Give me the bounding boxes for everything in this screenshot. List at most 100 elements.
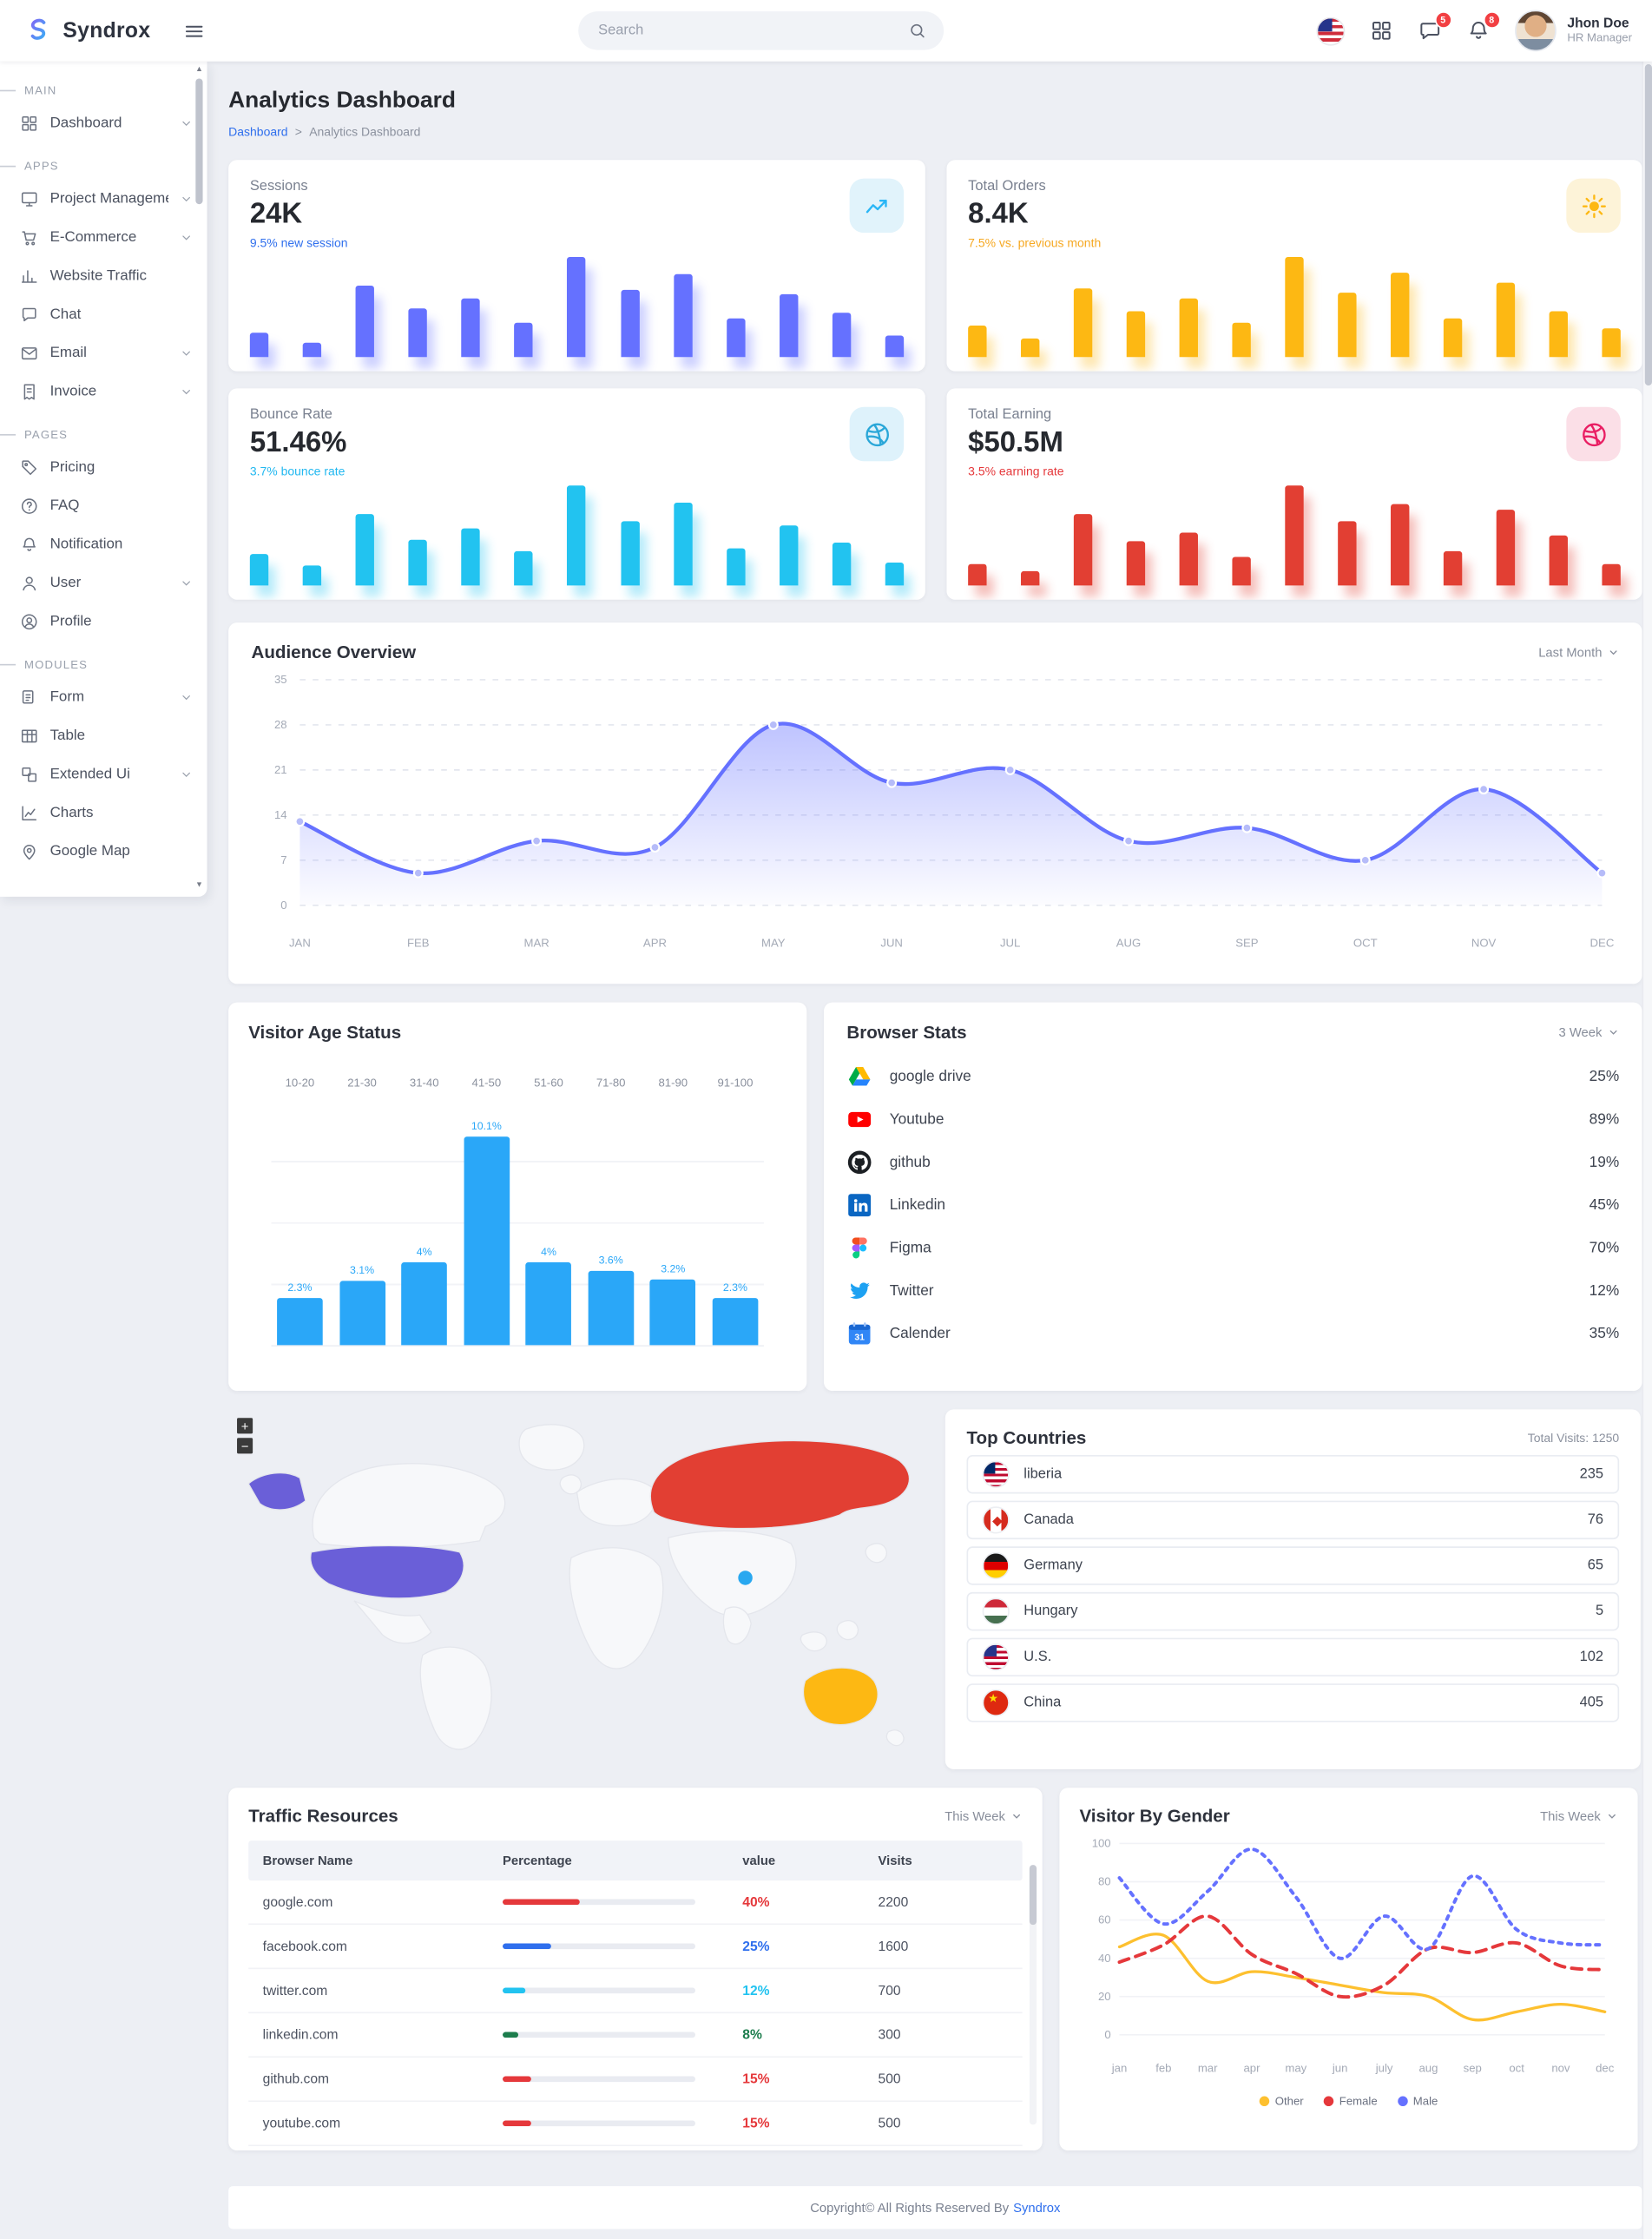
map-region-philippines[interactable] (836, 1620, 859, 1641)
traffic-row[interactable]: linkedin.com 8% 300 (248, 2013, 1023, 2058)
traffic-table-scrollbar[interactable] (1029, 1865, 1037, 2125)
menu-toggle-button[interactable] (174, 14, 214, 48)
browser-stat-row[interactable]: Twitter 12% (846, 1269, 1619, 1312)
country-row[interactable]: Germany 65 (966, 1546, 1620, 1585)
map-region-china[interactable] (668, 1530, 797, 1617)
sidebar-item-faq[interactable]: FAQ (0, 487, 207, 525)
traffic-percent: 25% (742, 1938, 770, 1954)
map-region-uk[interactable] (559, 1474, 582, 1495)
map-region-usa[interactable] (310, 1544, 464, 1599)
scroll-up-arrow-icon[interactable]: ▲ (194, 65, 203, 75)
map-region-australia[interactable] (802, 1667, 879, 1726)
country-row[interactable]: Canada 76 (966, 1500, 1620, 1540)
age-bar[interactable] (525, 1261, 572, 1346)
sidebar-item-form[interactable]: Form (0, 678, 207, 716)
age-bar[interactable] (401, 1261, 448, 1346)
sidebar-item-charts[interactable]: Charts (0, 794, 207, 832)
svg-text:JAN: JAN (289, 936, 311, 949)
sidebar-item-table[interactable]: Table (0, 717, 207, 755)
page-scrollbar[interactable] (1642, 61, 1652, 2239)
country-row[interactable]: China 405 (966, 1683, 1620, 1722)
scroll-down-arrow-icon[interactable]: ▼ (194, 880, 203, 890)
app-logo[interactable]: Syndrox (0, 16, 174, 46)
messages-icon[interactable]: 5 (1418, 11, 1452, 43)
svg-text:35: 35 (274, 673, 287, 686)
age-bar[interactable] (712, 1298, 759, 1346)
age-bar[interactable] (588, 1270, 634, 1346)
age-bar-column: 4% (396, 1245, 453, 1346)
age-bar[interactable] (464, 1136, 510, 1346)
map-zoom-in-button[interactable]: + (237, 1418, 253, 1434)
sidebar-item-chat[interactable]: Chat (0, 295, 207, 333)
traffic-filter-dropdown[interactable]: This Week (944, 1809, 1022, 1823)
traffic-header-cell: Visits (878, 1853, 912, 1868)
map-region-africa[interactable] (569, 1547, 664, 1669)
search-input[interactable] (595, 21, 909, 41)
top-countries-card: Top Countries Total Visits: 1250 liberia… (944, 1409, 1641, 1769)
language-flag-icon[interactable] (1315, 16, 1345, 45)
browser-stat-row[interactable]: Linkedin 45% (846, 1184, 1619, 1227)
map-region-russia[interactable] (649, 1439, 910, 1530)
traffic-row[interactable]: google.com 40% 2200 (248, 1880, 1023, 1926)
map-region-alaska[interactable] (247, 1472, 306, 1511)
sidebar-item-dashboard[interactable]: Dashboard (0, 104, 207, 142)
traffic-row[interactable]: facebook.com 25% 1600 (248, 1925, 1023, 1970)
map-region-india[interactable] (722, 1606, 752, 1645)
age-bar[interactable] (277, 1298, 323, 1346)
sidebar-item-pricing[interactable]: Pricing (0, 448, 207, 486)
user-menu[interactable]: Jhon Doe HR Manager (1514, 10, 1632, 52)
sidebar-item-extended-ui[interactable]: Extended Ui (0, 755, 207, 794)
mini-bar (1179, 299, 1198, 358)
sidebar-item-notification[interactable]: Notification (0, 525, 207, 563)
browser-stat-row[interactable]: Youtube 89% (846, 1098, 1619, 1141)
search-box[interactable] (578, 11, 944, 50)
sidebar-item-google-map[interactable]: Google Map (0, 833, 207, 871)
sidebar-item-email[interactable]: Email (0, 334, 207, 372)
gender-filter-dropdown[interactable]: This Week (1540, 1809, 1617, 1823)
map-region-mexico[interactable] (353, 1600, 432, 1644)
apps-grid-icon[interactable] (1369, 18, 1393, 43)
country-row[interactable]: liberia 235 (966, 1455, 1620, 1494)
sidebar-item-website-traffic[interactable]: Website Traffic (0, 257, 207, 295)
browser-stat-row[interactable]: github 19% (846, 1141, 1619, 1183)
map-region-indonesia[interactable] (800, 1631, 827, 1652)
logo-icon (30, 18, 46, 40)
sidebar-item-e-commerce[interactable]: E-Commerce (0, 219, 207, 257)
sidebar-item-invoice[interactable]: Invoice (0, 372, 207, 411)
traffic-row[interactable]: youtube.com 15% 500 (248, 2102, 1023, 2147)
notifications-icon[interactable]: 8 (1466, 11, 1501, 43)
map-region-new-zealand[interactable] (885, 1729, 905, 1747)
country-row[interactable]: U.S. 102 (966, 1637, 1620, 1676)
map-region-south-america[interactable] (419, 1646, 492, 1750)
map-zoom-out-button[interactable]: − (237, 1438, 253, 1454)
card-title: Visitor By Gender (1079, 1806, 1230, 1827)
age-bar[interactable] (649, 1279, 696, 1346)
age-bar[interactable] (339, 1281, 385, 1346)
browser-stat-row[interactable]: Figma 70% (846, 1227, 1619, 1269)
world-map[interactable]: + − (228, 1409, 928, 1768)
traffic-row[interactable]: twitter.com 12% 700 (248, 1969, 1023, 2014)
footer-brand-link[interactable]: Syndrox (1013, 2200, 1061, 2216)
breadcrum b-home[interactable]: Dashboard (228, 124, 288, 139)
browser-stat-row[interactable]: 31 Calender 35% (846, 1313, 1619, 1355)
country-row[interactable]: Hungary 5 (966, 1591, 1620, 1631)
browser-stat-row[interactable]: google drive 25% (846, 1055, 1619, 1097)
map-region-canada[interactable] (312, 1463, 506, 1549)
browser-stats-filter-dropdown[interactable]: 3 Week (1559, 1025, 1620, 1039)
map-region-europe[interactable] (576, 1478, 656, 1527)
sidebar-item-project-management[interactable]: Project Management (0, 180, 207, 218)
sidebar-scrollbar[interactable]: ▲ ▼ (194, 66, 205, 892)
page-scrollbar-thumb[interactable] (1643, 64, 1652, 386)
sidebar-item-user[interactable]: User (0, 564, 207, 603)
audience-filter-dropdown[interactable]: Last Month (1538, 645, 1619, 660)
svg-text:dec: dec (1596, 2062, 1615, 2075)
traffic-row[interactable]: github.com 15% 500 (248, 2058, 1023, 2103)
map-marker[interactable] (738, 1571, 753, 1585)
scrollbar-thumb[interactable] (195, 78, 203, 205)
search-icon[interactable] (908, 22, 926, 40)
sidebar-item-profile[interactable]: Profile (0, 603, 207, 641)
map-region-japan[interactable] (865, 1543, 888, 1564)
map-region-greenland[interactable] (518, 1424, 585, 1471)
browser-name: Figma (889, 1239, 931, 1257)
